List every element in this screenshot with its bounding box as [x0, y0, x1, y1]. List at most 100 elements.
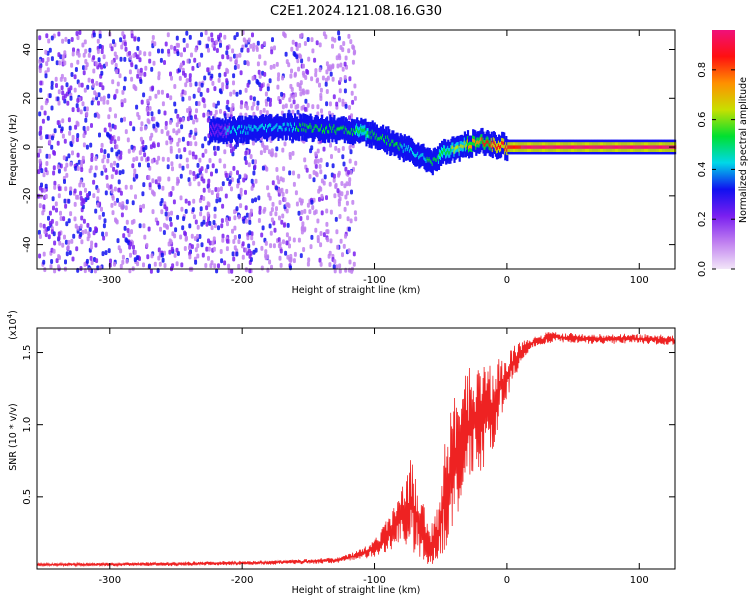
heatmap-cell [79, 223, 83, 229]
heatmap-cell [85, 258, 89, 264]
heatmap-cell [198, 168, 202, 174]
heatmap-cell [204, 263, 208, 268]
heatmap-cell [125, 219, 129, 225]
heatmap-cell [129, 184, 133, 190]
heatmap-cell [331, 43, 334, 49]
heatmap-cell [191, 207, 195, 213]
heatmap-cell [216, 192, 220, 198]
y-tick-label: 40 [22, 43, 33, 56]
heatmap-cell [321, 75, 325, 81]
heatmap-cell [278, 200, 282, 205]
heatmap-cell [135, 156, 139, 162]
heatmap-cell [262, 107, 266, 113]
heatmap-cell [61, 54, 65, 60]
heatmap-cell [80, 239, 84, 245]
heatmap-cell [69, 161, 73, 167]
heatmap-cell [136, 73, 140, 79]
heatmap-cell [203, 75, 207, 81]
heatmap-cell [119, 56, 123, 62]
colorbar-ticks: 0.0 0.2 0.4 0.6 0.8 [697, 62, 735, 277]
heatmap-cell [199, 211, 203, 217]
heatmap-cell [103, 127, 107, 133]
heatmap-cell [109, 126, 113, 132]
heatmap-cell [119, 154, 123, 160]
heatmap-cell [274, 211, 278, 217]
heatmap-cell [325, 101, 329, 107]
heatmap-cell [247, 162, 251, 168]
heatmap-cell [183, 90, 187, 96]
heatmap-cell [52, 205, 55, 211]
heatmap-cell [231, 103, 235, 108]
heatmap-cell [268, 101, 272, 107]
heatmap-cell [301, 89, 305, 95]
heatmap-cell [110, 46, 114, 52]
heatmap-cell [88, 168, 92, 174]
heatmap-cell [117, 149, 121, 155]
heatmap-cell [63, 138, 67, 144]
heatmap-cell [334, 216, 338, 222]
heatmap-cell [325, 162, 329, 168]
heatmap-cell [193, 57, 197, 63]
heatmap-cell [55, 207, 58, 213]
heatmap-cell [296, 103, 300, 109]
heatmap-cell [151, 190, 155, 196]
heatmap-cell [82, 125, 86, 131]
heatmap-cell [264, 255, 268, 261]
heatmap-cell [75, 103, 79, 109]
heatmap-cell [282, 32, 286, 38]
heatmap-cell [71, 107, 75, 113]
heatmap-cell [311, 48, 315, 54]
heatmap-cell [225, 50, 229, 56]
heatmap-cell [252, 240, 256, 246]
heatmap-cell [591, 145, 594, 149]
heatmap-cell [185, 43, 189, 49]
heatmap-cell [116, 162, 120, 168]
heatmap-cell [295, 201, 299, 207]
heatmap-cell [239, 104, 243, 110]
heatmap-cell [82, 70, 86, 76]
heatmap-cell [314, 151, 318, 157]
heatmap-cell [100, 206, 103, 212]
heatmap-cell [97, 92, 101, 98]
heatmap-cell [124, 205, 128, 211]
heatmap-cell [98, 82, 102, 88]
heatmap-cell [316, 218, 320, 224]
heatmap-cell [65, 82, 69, 88]
heatmap-cell [329, 142, 332, 148]
heatmap-cell [217, 263, 220, 269]
heatmap-cell [188, 254, 192, 260]
heatmap-cell [217, 34, 220, 40]
heatmap-cell [71, 51, 75, 57]
heatmap-cell [226, 221, 229, 227]
heatmap-cell [281, 147, 285, 153]
heatmap-cell [94, 208, 98, 214]
heatmap-cell [179, 64, 183, 70]
heatmap-cell [279, 248, 283, 254]
heatmap-cell [183, 230, 187, 236]
heatmap-cell [227, 263, 231, 269]
heatmap-cell [224, 193, 228, 199]
heatmap-cell [102, 154, 106, 160]
heatmap-cell [112, 39, 115, 45]
heatmap-cell [57, 254, 61, 259]
heatmap-cell [188, 95, 192, 101]
x-tick-label: 0 [504, 575, 510, 586]
heatmap-cell [335, 101, 339, 107]
heatmap-cell [70, 238, 74, 244]
heatmap-cell [343, 75, 347, 80]
heatmap-cell [246, 82, 250, 88]
heatmap-cell [98, 33, 102, 39]
heatmap-cell [47, 215, 50, 221]
heatmap-cell [265, 145, 269, 151]
heatmap-cell [166, 32, 170, 38]
heatmap-cell [310, 234, 314, 240]
heatmap-cell [314, 227, 318, 233]
heatmap-cell [297, 237, 301, 243]
heatmap-cell [57, 168, 61, 174]
heatmap-cell [113, 200, 117, 206]
heatmap-cell [244, 160, 248, 165]
heatmap-cell [94, 156, 98, 162]
heatmap-cell [48, 139, 52, 145]
heatmap-cell [212, 220, 216, 225]
heatmap-cell [169, 216, 172, 222]
